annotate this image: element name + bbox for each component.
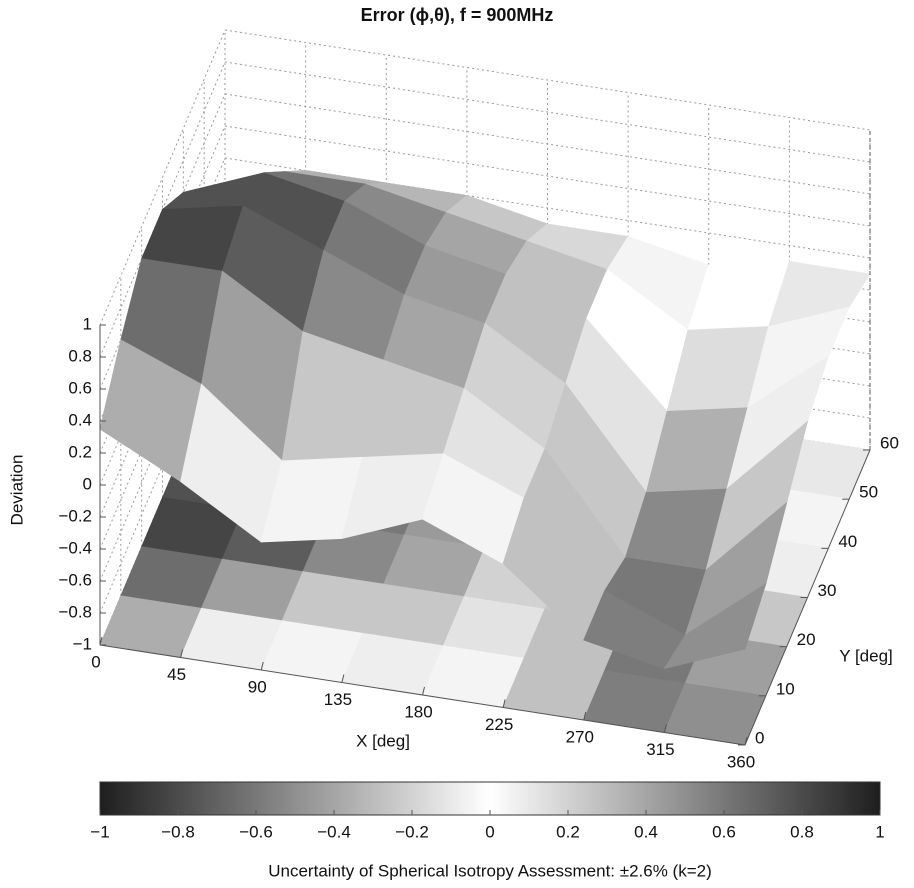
z-tick-label: 0.4 (68, 410, 92, 429)
y-tick-label: 40 (838, 532, 857, 551)
colorbar-tick-label: −0.4 (317, 822, 351, 841)
x-tick-label: 0 (91, 652, 100, 671)
y-tick-label: 20 (797, 630, 816, 649)
x-tick (99, 636, 103, 646)
x-tick-label: 180 (404, 702, 432, 721)
colorbar-tick-label: 0.8 (790, 822, 814, 841)
y-tick-label: 60 (880, 433, 899, 452)
x-tick-label: 225 (485, 715, 513, 734)
x-tick-label: 270 (566, 727, 594, 746)
x-tick (341, 674, 345, 683)
y-tick-label: 50 (859, 483, 878, 502)
x-tick (583, 711, 587, 721)
colorbar-tick-label: −1 (90, 822, 109, 841)
colorbar-tick-label: 0.4 (634, 822, 658, 841)
z-tick-label: 0.2 (68, 442, 92, 461)
colorbar-tick-label: 0.2 (556, 822, 580, 841)
grid-line (99, 29, 226, 326)
y-tick-label: 10 (776, 679, 795, 698)
x-axis-label: X [deg] (356, 731, 410, 750)
y-tick-label: 30 (818, 581, 837, 600)
surface-cell (663, 582, 767, 670)
z-tick-label: 1 (83, 314, 92, 333)
grid-line (224, 93, 871, 195)
colorbar (99, 781, 881, 816)
x-tick (744, 736, 748, 746)
x-tick-label: 90 (248, 677, 267, 696)
grid-line (224, 29, 871, 131)
x-tick (260, 661, 264, 671)
colorbar-tick-label: −0.2 (395, 822, 429, 841)
colorbar-tick-label: 1 (875, 822, 884, 841)
y-axis-label: Y [deg] (839, 646, 893, 665)
z-tick-label: 0 (83, 474, 92, 493)
grid-line (224, 157, 871, 259)
chart-title: Error (ϕ,θ), f = 900MHz (361, 5, 554, 25)
colorbar-tick-label: −0.8 (161, 822, 195, 841)
z-axis-label: Deviation (7, 455, 26, 526)
colorbar-tick-label: 0.6 (712, 822, 736, 841)
y-tick-label: 0 (755, 728, 764, 747)
x-tick-label: 315 (646, 740, 674, 759)
z-tick-label: −0.6 (58, 570, 92, 589)
x-tick (422, 686, 425, 696)
grid-line (224, 61, 871, 163)
x-tick (502, 699, 506, 708)
z-tick-label: −0.4 (58, 538, 92, 557)
x-tick (663, 724, 667, 733)
colorbar-tick-label: 0 (485, 822, 494, 841)
x-tick (180, 649, 184, 658)
x-tick-label: 360 (727, 752, 755, 771)
x-tick-label: 135 (324, 690, 352, 709)
z-tick-label: −0.2 (58, 506, 92, 525)
grid-line (224, 125, 871, 227)
x-tick-label: 45 (167, 665, 186, 684)
z-tick-label: −0.8 (58, 602, 92, 621)
colorbar-label: Uncertainty of Spherical Isotropy Assess… (268, 861, 712, 880)
z-tick-label: 0.6 (68, 378, 92, 397)
z-tick-label: 0.8 (68, 346, 92, 365)
z-tick-label: −1 (73, 634, 92, 653)
colorbar-tick-label: −0.6 (239, 822, 273, 841)
